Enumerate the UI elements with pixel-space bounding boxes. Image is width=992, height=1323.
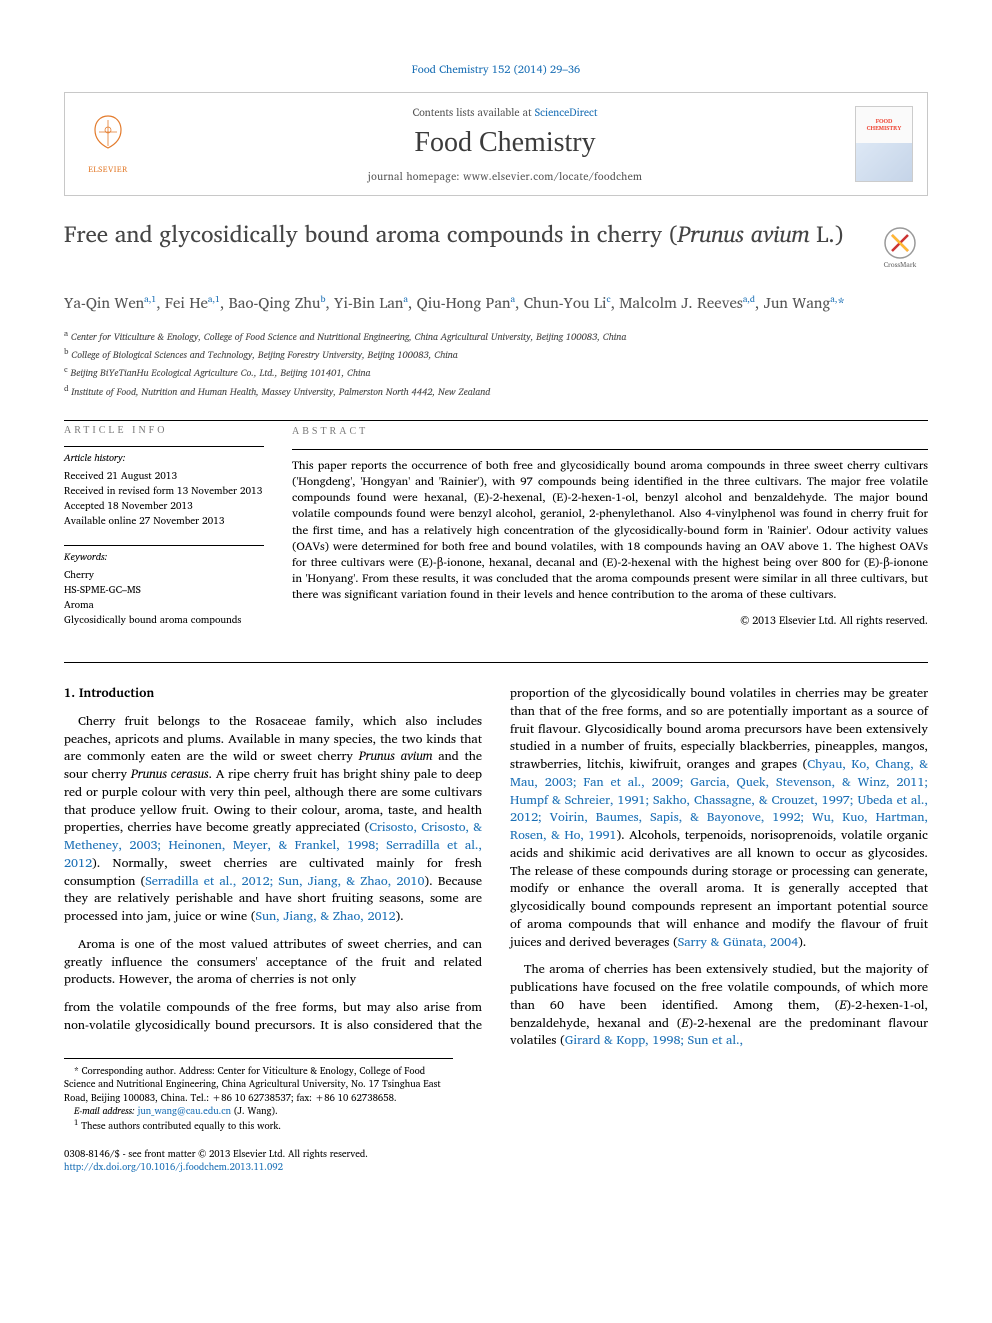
affiliation: b College of Biological Sciences and Tec… <box>64 345 928 363</box>
info-rule <box>64 446 264 447</box>
doi-link[interactable]: http://dx.doi.org/10.1016/j.foodchem.201… <box>64 1160 283 1175</box>
elsevier-logo: ELSEVIER <box>79 112 137 176</box>
footnotes: * Corresponding author. Address: Center … <box>64 1058 453 1134</box>
contents-line: Contents lists available at ScienceDirec… <box>155 103 855 121</box>
affiliations: a Center for Viticulture & Enology, Coll… <box>64 327 928 401</box>
crossmark-badge[interactable]: CrossMark <box>872 220 928 276</box>
keywords-heading: Keywords: <box>64 550 264 565</box>
rule-mid <box>64 662 928 663</box>
shared-sup: 1 <box>74 1117 78 1129</box>
home-prefix: journal homepage: <box>368 167 463 185</box>
body-columns: 1. Introduction Cherry fruit belongs to … <box>64 685 928 1050</box>
article-info-col: article info Article history: Received 2… <box>64 425 264 644</box>
affiliation: c Beijing BiYeTianHu Ecological Agricult… <box>64 363 928 381</box>
publisher-banner: ELSEVIER Contents lists available at Sci… <box>64 92 928 196</box>
home-url[interactable]: www.elsevier.com/locate/foodchem <box>463 167 642 185</box>
front-matter: 0308-8146/$ - see front matter © 2013 El… <box>64 1148 928 1161</box>
authors: Ya-Qin Wena,1, Fei Hea,1, Bao-Qing Zhub,… <box>64 292 928 315</box>
abs-rule <box>292 449 928 450</box>
contents-prefix: Contents lists available at <box>413 103 535 121</box>
para-1: Cherry fruit belongs to the Rosaceae fam… <box>64 713 482 926</box>
article-title: Free and glycosidically bound aroma comp… <box>64 220 928 276</box>
email-suffix: (J. Wang). <box>231 1104 278 1119</box>
sciencedirect-link[interactable]: ScienceDirect <box>535 103 598 121</box>
info-rule2 <box>64 545 264 546</box>
para-4: The aroma of cherries has been extensive… <box>510 961 928 1050</box>
citation-link[interactable]: Food Chemistry 152 (2014) 29–36 <box>412 60 580 78</box>
para-2: Aroma is one of the most valued attribut… <box>64 936 482 989</box>
corresponding-note: * Corresponding author. Address: Center … <box>64 1065 453 1105</box>
keyword: Cherry <box>64 568 264 583</box>
title-italic: Prunus avium <box>678 215 810 253</box>
history-line: Received in revised form 13 November 201… <box>64 484 264 499</box>
shared-note: 1 These authors contributed equally to t… <box>64 1118 453 1133</box>
journal-home: journal homepage: www.elsevier.com/locat… <box>155 167 855 185</box>
crossmark-label: CrossMark <box>884 262 917 271</box>
info-label: article info <box>64 425 264 436</box>
cover-thumb: FOOD CHEMISTRY <box>855 106 913 182</box>
abstract-text: This paper reports the occurrence of bot… <box>292 458 928 603</box>
abstract-col: abstract This paper reports the occurren… <box>292 425 928 644</box>
history-line: Available online 27 November 2013 <box>64 514 264 529</box>
cite[interactable]: Sarry & Günata, 2004 <box>678 932 799 952</box>
email-label: E-mail address: <box>74 1104 138 1119</box>
affiliation: a Center for Viticulture & Enology, Coll… <box>64 327 928 345</box>
email-note: E-mail address: jun_wang@cau.edu.cn (J. … <box>64 1105 453 1118</box>
header-citation: Food Chemistry 152 (2014) 29–36 <box>64 60 928 78</box>
rule-top <box>64 420 928 421</box>
keyword: HS-SPME-GC–MS <box>64 583 264 598</box>
title-pre: Free and glycosidically bound aroma comp… <box>64 215 678 253</box>
title-post: L.) <box>810 215 844 253</box>
history-heading: Article history: <box>64 451 264 466</box>
abstract-label: abstract <box>292 425 928 439</box>
affiliation: d Institute of Food, Nutrition and Human… <box>64 382 928 400</box>
elsevier-wordmark: ELSEVIER <box>88 162 128 176</box>
email-link[interactable]: jun_wang@cau.edu.cn <box>138 1104 232 1119</box>
history-line: Accepted 18 November 2013 <box>64 499 264 514</box>
journal-name: Food Chemistry <box>155 127 855 159</box>
cite[interactable]: Sun, Jiang, & Zhao, 2012 <box>255 906 395 926</box>
doi-block: 0308-8146/$ - see front matter © 2013 El… <box>64 1148 928 1175</box>
copyright: © 2013 Elsevier Ltd. All rights reserved… <box>292 613 928 628</box>
keyword: Glycosidically bound aroma compounds <box>64 613 264 628</box>
cite[interactable]: Girard & Kopp, 1998; Sun et al., <box>565 1030 743 1050</box>
keyword: Aroma <box>64 598 264 613</box>
cover-text: FOOD CHEMISTRY <box>856 107 912 143</box>
section-heading: 1. Introduction <box>64 685 482 703</box>
history-line: Received 21 August 2013 <box>64 469 264 484</box>
